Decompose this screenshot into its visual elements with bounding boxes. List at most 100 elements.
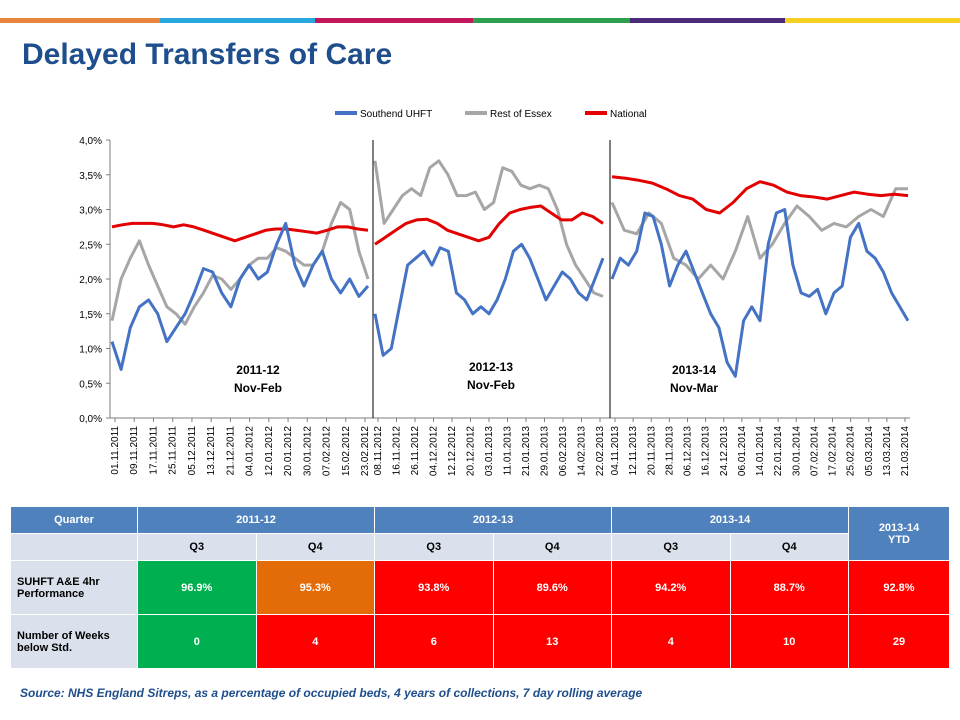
header-ytd-label: YTD xyxy=(888,533,910,546)
southend-line xyxy=(610,208,910,378)
x-tick-label: 07.02.2014 xyxy=(809,426,820,476)
x-tick-label: 15.02.2012 xyxy=(341,426,352,476)
x-tick-label: 06.01.2014 xyxy=(737,426,748,476)
page-title: Delayed Transfers of Care xyxy=(22,38,393,71)
period-label: 2011-12 xyxy=(236,363,280,377)
x-tick-label: 16.11.2012 xyxy=(392,426,403,476)
perf-cell: 94.2% xyxy=(611,560,731,615)
header-2012-13: 2012-13 xyxy=(374,506,612,534)
x-tick-label: 28.11.2013 xyxy=(664,426,675,476)
x-tick-label: 04.12.2012 xyxy=(429,426,440,476)
x-tick-label: 17.11.2011 xyxy=(149,426,160,475)
y-tick-label: 4,0% xyxy=(79,136,102,147)
row-label-performance: SUHFT A&E 4hr Performance xyxy=(10,560,138,615)
x-tick-label: 30.01.2014 xyxy=(791,426,802,476)
x-tick-label: 14.02.2013 xyxy=(577,426,588,476)
legend-label: Southend UHFT xyxy=(360,109,432,120)
southend-line xyxy=(373,242,605,357)
y-tick-label: 0,0% xyxy=(79,414,102,425)
x-tick-label: 12.11.2013 xyxy=(628,426,639,476)
essex-line xyxy=(610,187,908,281)
y-tick-label: 1,5% xyxy=(79,310,102,321)
color-bar-segment xyxy=(630,18,785,23)
q-cell: Q4 xyxy=(255,533,375,561)
perf-cell: 93.8% xyxy=(374,560,494,615)
q-cell: Q3 xyxy=(137,533,257,561)
x-tick-label: 30.01.2012 xyxy=(302,426,313,476)
weeks-cell: 4 xyxy=(611,614,731,669)
southend-line xyxy=(110,221,370,371)
color-bar-segment xyxy=(160,18,315,23)
sub-empty xyxy=(10,533,138,561)
x-tick-label: 14.01.2014 xyxy=(755,426,766,476)
x-tick-label: 04.11.2013 xyxy=(610,426,621,476)
x-tick-label: 12.01.2012 xyxy=(264,426,275,476)
color-bar xyxy=(0,18,960,23)
x-tick-label: 25.11.2011 xyxy=(168,426,179,475)
weeks-cell: 0 xyxy=(137,614,257,669)
legend-label: National xyxy=(610,109,647,120)
y-tick-label: 2,0% xyxy=(79,275,102,286)
q-cell: Q4 xyxy=(729,533,849,561)
y-tick-label: 3,0% xyxy=(79,206,102,217)
weeks-cell: 13 xyxy=(492,614,612,669)
color-bar-segment xyxy=(785,18,960,23)
x-tick-label: 17.02.2014 xyxy=(828,426,839,476)
x-tick-label: 20.12.2012 xyxy=(466,426,477,476)
x-tick-label: 13.03.2014 xyxy=(882,426,893,476)
y-tick-label: 3,5% xyxy=(79,171,102,182)
perf-cell: 95.3% xyxy=(255,560,375,615)
x-tick-label: 23.02.2012 xyxy=(360,426,371,476)
x-tick-label: 21.12.2011 xyxy=(225,426,236,476)
x-tick-label: 21.03.2014 xyxy=(900,426,911,476)
essex-line xyxy=(373,159,604,298)
delayed-transfers-chart: Southend UHFT Rest of Essex National 0,0% 0,… xyxy=(79,109,911,476)
period-sublabel: Nov-Mar xyxy=(670,381,718,395)
x-tick-label: 21.01.2013 xyxy=(521,426,532,476)
x-tick-label: 01.11.2011 xyxy=(110,426,121,475)
x-tick-label: 20.11.2013 xyxy=(646,426,657,476)
perf-cell: 96.9% xyxy=(137,560,257,615)
x-tick-label: 06.02.2013 xyxy=(558,426,569,476)
x-tick-label: 03.01.2013 xyxy=(484,426,495,476)
performance-table: Quarter 2011-12 2012-13 2013-14 2013-14 … xyxy=(10,506,950,669)
x-tick-label: 08.11.2012 xyxy=(373,426,384,476)
header-quarter: Quarter xyxy=(10,506,138,534)
national-line xyxy=(111,221,369,243)
period-label: 2013-14 xyxy=(672,363,716,377)
x-tick-label: 05.12.2011 xyxy=(187,426,198,476)
weeks-cell-ytd: 29 xyxy=(848,614,950,669)
perf-cell-ytd: 92.8% xyxy=(848,560,950,615)
x-tick-label: 25.02.2014 xyxy=(846,426,857,476)
x-tick-label: 12.12.2012 xyxy=(447,426,458,476)
header-ytd-year: 2013-14 xyxy=(878,521,920,534)
x-tick-label: 06.12.2013 xyxy=(683,426,694,476)
weeks-cell: 6 xyxy=(374,614,494,669)
x-tick-label: 22.02.2013 xyxy=(595,426,606,476)
x-tick-label: 13.12.2011 xyxy=(206,426,217,476)
source-note: Source: NHS England Sitreps, as a percen… xyxy=(20,686,643,700)
x-tick-label: 04.01.2012 xyxy=(245,426,256,476)
legend-label: Rest of Essex xyxy=(490,109,552,120)
weeks-cell: 10 xyxy=(729,614,849,669)
period-sublabel: Nov-Feb xyxy=(467,378,515,392)
x-tick-label: 16.12.2013 xyxy=(701,426,712,476)
y-tick-label: 0,5% xyxy=(79,379,102,390)
national-line xyxy=(374,204,604,246)
header-2013-14: 2013-14 xyxy=(611,506,849,534)
x-tick-label: 07.02.2012 xyxy=(322,426,333,476)
perf-cell: 88.7% xyxy=(729,560,849,615)
x-tick-label: 11.01.2013 xyxy=(503,426,514,476)
color-bar-segment xyxy=(473,18,630,23)
weeks-cell: 4 xyxy=(255,614,375,669)
period-label: 2012-13 xyxy=(469,360,513,374)
x-tick-label: 24.12.2013 xyxy=(719,426,730,476)
x-tick-label: 05.03.2014 xyxy=(864,426,875,476)
national-line xyxy=(611,175,909,215)
x-tick-label: 29.01.2013 xyxy=(540,426,551,476)
y-tick-label: 2,5% xyxy=(79,240,102,251)
q-cell: Q3 xyxy=(611,533,731,561)
q-cell: Q3 xyxy=(374,533,494,561)
color-bar-segment xyxy=(315,18,473,23)
color-bar-segment xyxy=(0,18,160,23)
